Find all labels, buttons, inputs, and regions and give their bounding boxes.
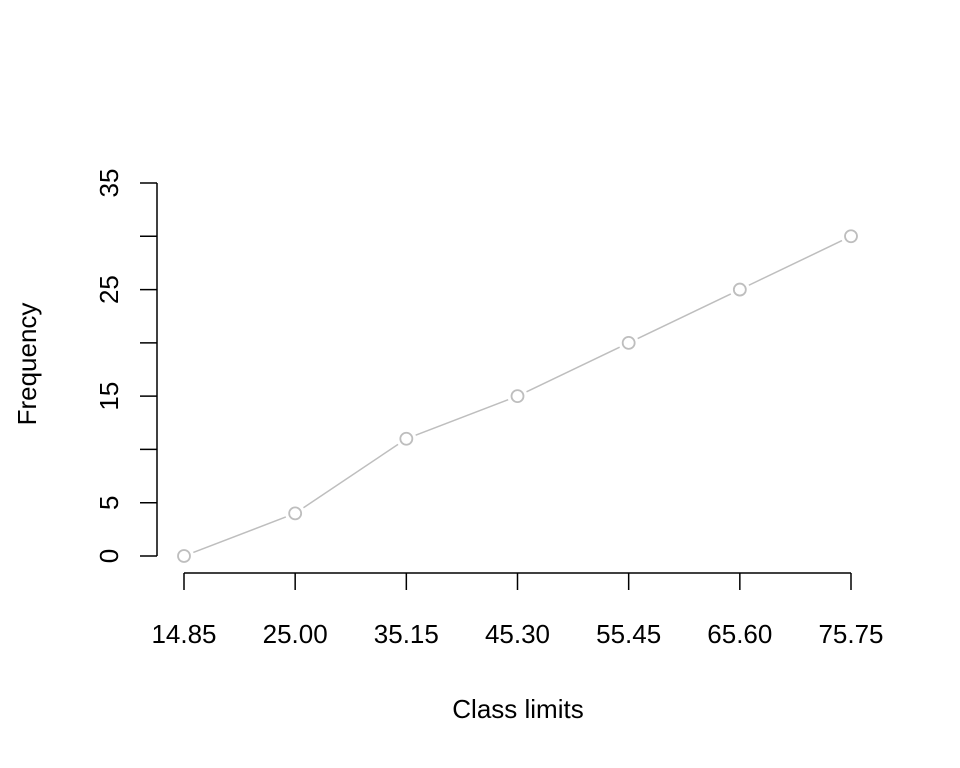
x-tick-label: 55.45 (596, 619, 661, 649)
x-tick-label: 25.00 (263, 619, 328, 649)
series-group (177, 229, 858, 563)
x-tick-label: 45.30 (485, 619, 550, 649)
series-line-segment (526, 346, 620, 393)
y-tick-label: 35 (94, 169, 124, 198)
data-point (844, 229, 858, 244)
x-tick-label: 75.75 (818, 619, 883, 649)
series-line-segment (748, 239, 843, 286)
y-tick-label: 0 (94, 549, 124, 563)
x-axis-title: Class limits (452, 694, 583, 724)
x-tick-label: 35.15 (374, 619, 439, 649)
series-line-segment (193, 516, 287, 554)
data-point (399, 431, 414, 446)
data-point (288, 506, 303, 521)
y-axis: 0 5 15 25 35 (94, 169, 158, 563)
y-tick-label: 25 (94, 275, 124, 304)
y-tick-label: 15 (94, 382, 124, 411)
series-line-segment (637, 293, 732, 340)
data-point (732, 282, 747, 297)
series-line-segment (415, 399, 509, 436)
x-tick-label: 14.85 (151, 619, 216, 649)
y-axis-title: Frequency (12, 303, 42, 426)
y-tick-label: 5 (94, 495, 124, 509)
x-tick-label: 65.60 (707, 619, 772, 649)
series-line-segment (303, 443, 399, 509)
data-point (510, 389, 525, 404)
x-axis: 14.85 25.00 35.15 45.30 55.45 65.60 75.75 (151, 572, 884, 649)
data-point (177, 549, 191, 563)
data-point (621, 335, 636, 350)
